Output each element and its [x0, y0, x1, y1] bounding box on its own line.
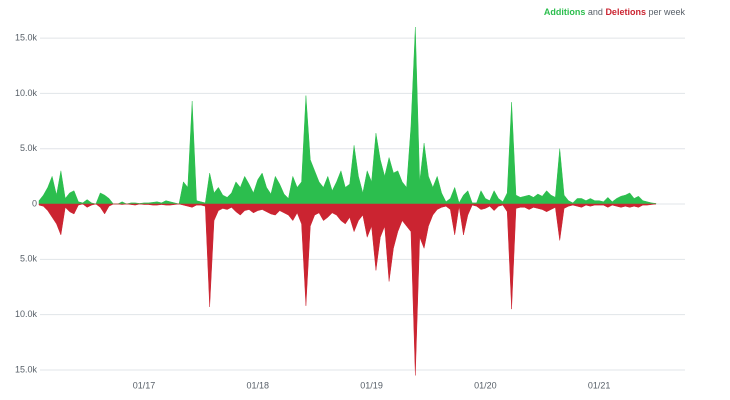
y-tick-label: 10.0k: [15, 309, 38, 319]
y-tick-label: 5.0k: [20, 143, 38, 153]
x-tick-label: 01/20: [474, 380, 497, 390]
x-tick-label: 01/18: [247, 380, 270, 390]
y-tick-label: 15.0k: [15, 364, 38, 374]
area-0: [38, 26, 657, 205]
legend-deletions: Deletions: [605, 7, 646, 17]
legend: Additions and Deletions per week: [544, 7, 686, 17]
y-tick-label: 5.0k: [20, 254, 38, 264]
x-tick-label: 01/17: [133, 380, 156, 390]
legend-joiner: and: [588, 7, 603, 17]
x-tick-label: 01/19: [360, 380, 383, 390]
legend-additions: Additions: [544, 7, 586, 17]
x-tick-label: 01/21: [588, 380, 611, 390]
legend-suffix: per week: [648, 7, 685, 17]
y-tick-label: 0: [32, 198, 37, 208]
area-1: [38, 203, 657, 376]
y-tick-label: 10.0k: [15, 88, 38, 98]
y-tick-label: 15.0k: [15, 32, 38, 42]
